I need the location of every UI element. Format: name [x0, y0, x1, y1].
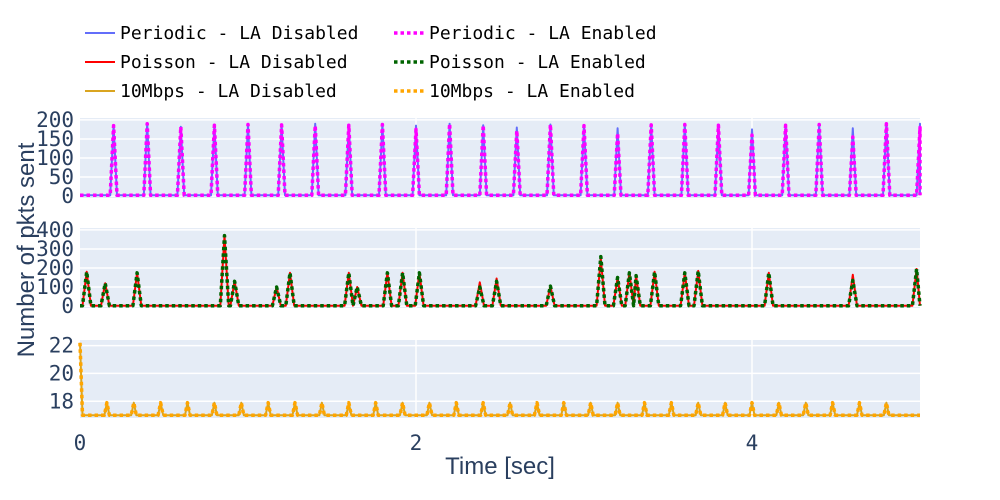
legend-item: 10Mbps - LA Disabled [85, 81, 337, 102]
x-tick-label: 2 [410, 431, 423, 455]
y-tick-label: 100 [36, 275, 74, 299]
y-tick-label: 200 [36, 256, 74, 280]
series-line [80, 233, 922, 308]
y-tick-label: 300 [36, 237, 74, 261]
x-tick-label: 4 [746, 431, 759, 455]
y-tick-label: 22 [49, 334, 74, 358]
legend-item: Poisson - LA Enabled [394, 52, 646, 73]
chart-legend: Periodic - LA Disabled Periodic - LA Enab… [85, 23, 657, 102]
x-axis-label: Time [sec] [445, 453, 555, 480]
legend-item: Periodic - LA Enabled [394, 23, 657, 44]
subplot-3: 18 20 22 0 2 4 [49, 334, 920, 455]
y-axis-label: Number of pkts sent [13, 142, 40, 357]
y-tick-label: 18 [49, 389, 74, 413]
legend-label: Periodic - LA Enabled [429, 23, 657, 44]
legend-label: Poisson - LA Enabled [429, 52, 646, 73]
plot-background [80, 340, 920, 418]
y-tick-label: 100 [36, 146, 74, 170]
y-tick-label: 0 [61, 184, 74, 208]
legend-label: 10Mbps - LA Enabled [429, 81, 635, 102]
y-tick-label: 50 [49, 165, 74, 189]
y-tick-label: 20 [49, 361, 74, 385]
y-tick-label: 400 [36, 218, 74, 242]
legend-label: Poisson - LA Disabled [120, 52, 348, 73]
legend-item: 10Mbps - LA Enabled [394, 81, 635, 102]
legend-label: 10Mbps - LA Disabled [120, 81, 337, 102]
series-line [80, 121, 922, 198]
y-tick-label: 0 [61, 294, 74, 318]
legend-item: Poisson - LA Disabled [85, 52, 348, 73]
y-tick-label: 150 [36, 127, 74, 151]
y-tick-label: 200 [36, 108, 74, 132]
legend-label: Periodic - LA Disabled [120, 23, 358, 44]
series-line [78, 342, 920, 417]
legend-item: Periodic - LA Disabled [85, 23, 358, 44]
x-tick-label: 0 [74, 431, 87, 455]
